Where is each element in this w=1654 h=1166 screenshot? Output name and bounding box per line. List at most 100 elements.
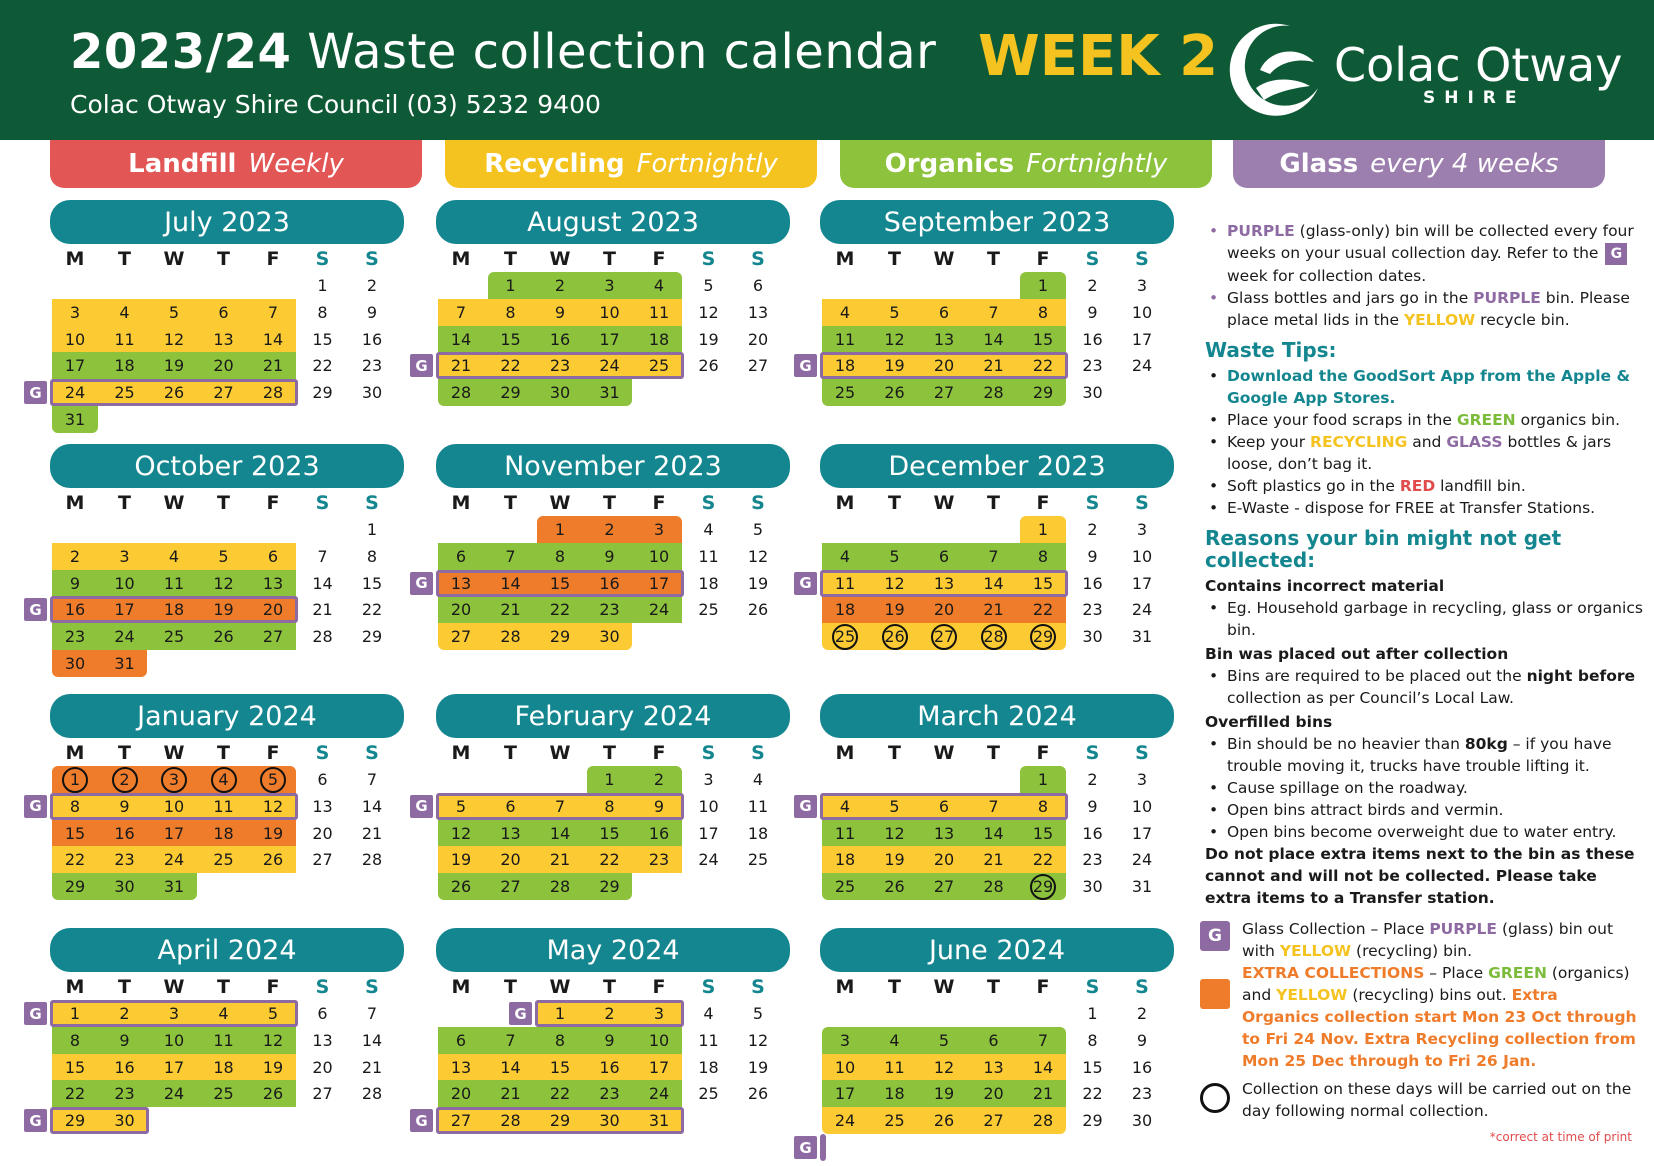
day-cell: 20	[933, 356, 955, 376]
weekday-header: S	[365, 248, 379, 270]
collection-band	[438, 352, 682, 380]
day-cell: 9	[119, 796, 130, 816]
day-cell: 6	[218, 302, 229, 322]
weekday-header: T	[888, 492, 901, 514]
legend-glass-swatch: G	[1200, 921, 1230, 951]
weekday-header: T	[504, 248, 517, 270]
weekday-header: M	[835, 742, 855, 764]
collection-band	[438, 298, 682, 326]
glass-week-outline	[820, 1134, 826, 1161]
day-cell: 31	[1131, 627, 1153, 647]
day-cell: 13	[747, 302, 769, 322]
list-item: Download the GoodSort App from the Apple…	[1205, 365, 1645, 409]
list-item: Open bins attract birds and vermin.	[1205, 799, 1645, 821]
day-cell: 26	[884, 383, 905, 403]
carried-over-circle-icon	[62, 766, 88, 793]
weekday-header: F	[652, 742, 666, 764]
day-cell: 16	[599, 1057, 620, 1077]
day-cell: 29	[549, 1111, 571, 1131]
weekday-header: S	[751, 742, 765, 764]
weekday-header: S	[701, 742, 716, 764]
day-cell: 21	[500, 1084, 521, 1104]
collection-band	[1020, 272, 1066, 299]
day-cell: 27	[312, 1084, 333, 1104]
list-item: Soft plastics go in the RED landfill bin…	[1205, 475, 1645, 497]
list-item: Place your food scraps in the GREEN orga…	[1205, 409, 1645, 431]
glass-week-outline	[50, 596, 298, 624]
day-cell: 9	[1087, 302, 1098, 322]
weekday-header: S	[1085, 248, 1100, 270]
day-cell: 9	[1136, 1030, 1148, 1050]
text-span: 80kg	[1464, 735, 1508, 753]
glass-week-outline	[50, 792, 298, 820]
month-title: June 2024	[820, 928, 1174, 972]
day-cell: 17	[648, 1057, 670, 1077]
legend-circle-text: Collection on these days will be carried…	[1242, 1078, 1638, 1122]
day-cell: 13	[312, 796, 333, 816]
text-span: Cause spillage on the roadway.	[1227, 779, 1468, 797]
day-cell: 6	[317, 1004, 328, 1023]
collection-band	[52, 819, 296, 847]
day-cell: 2	[1136, 1004, 1148, 1023]
weekday-header: M	[65, 248, 85, 270]
day-cell: 9	[604, 1030, 615, 1050]
day-cell: 8	[69, 796, 81, 816]
day-cell: 15	[549, 573, 571, 593]
day-cell: 26	[262, 850, 284, 870]
legend-circle-icon	[1200, 1083, 1230, 1113]
reasons-heading: Reasons your bin might not get collected…	[1205, 526, 1562, 572]
weekday-header: F	[1036, 976, 1050, 998]
weekday-header: T	[987, 976, 1000, 998]
day-cell: 27	[933, 383, 955, 403]
weekday-header: W	[549, 248, 571, 270]
glass-week-tag: G	[24, 381, 47, 405]
text-span: Collection on these days will be carried…	[1242, 1080, 1632, 1120]
month-march-2024: March 2024 M T W T F S S G 1 2 3 4 5 6 7 8 9 10 11 12 13 14 15 1…	[794, 694, 1210, 934]
day-cell: 14	[549, 823, 571, 843]
day-cell: 27	[983, 1111, 1004, 1131]
day-cell: 1	[604, 770, 615, 789]
text-span: – if you have trouble moving it, trucks …	[1227, 735, 1612, 775]
day-cell: 12	[262, 796, 284, 816]
weekday-header: S	[1085, 492, 1100, 514]
day-cell: 3	[119, 546, 130, 566]
day-cell: 10	[834, 1057, 856, 1077]
day-cell: 2	[119, 1004, 130, 1023]
text-span: (recycling) bin.	[1351, 942, 1473, 960]
day-cell: 16	[1082, 329, 1103, 349]
text-span: GREEN	[1456, 411, 1516, 429]
day-cell: 26	[933, 1111, 955, 1131]
day-cell: 22	[312, 356, 333, 376]
collection-band	[822, 1080, 1066, 1108]
day-cell: 24	[1131, 850, 1153, 870]
day-cell: 29	[500, 383, 521, 403]
day-cell: 3	[604, 276, 615, 295]
collection-band	[438, 846, 682, 874]
day-cell: 3	[653, 520, 665, 539]
day-cell: 24	[834, 1111, 856, 1131]
list-item: Bins are required to be placed out the n…	[1205, 665, 1645, 709]
day-cell: 2	[554, 276, 566, 295]
day-cell: 26	[450, 877, 472, 897]
weekday-header: S	[1135, 742, 1149, 764]
day-cell: 8	[1037, 546, 1049, 566]
day-cell: 20	[450, 600, 472, 620]
day-cell: 18	[213, 823, 234, 843]
weekday-header: F	[266, 976, 280, 998]
day-cell: 29	[1032, 877, 1054, 897]
day-cell: 12	[884, 329, 905, 349]
collection-band	[1020, 516, 1066, 543]
weekday-header: F	[652, 248, 666, 270]
glass-week-tag: G	[794, 354, 817, 378]
day-cell: 23	[549, 356, 571, 376]
collection-band	[822, 819, 1066, 847]
day-cell: 9	[554, 302, 566, 322]
day-cell: 1	[1037, 276, 1049, 295]
day-cell: 31	[114, 654, 135, 673]
day-cell: 29	[1032, 383, 1054, 403]
glass-info-list: PURPLE (glass-only) bin will be collecte…	[1205, 220, 1645, 331]
weekday-header: T	[603, 742, 616, 764]
day-cell: 5	[455, 796, 467, 816]
day-cell: 22	[1032, 850, 1054, 870]
day-cell: 7	[554, 796, 566, 816]
